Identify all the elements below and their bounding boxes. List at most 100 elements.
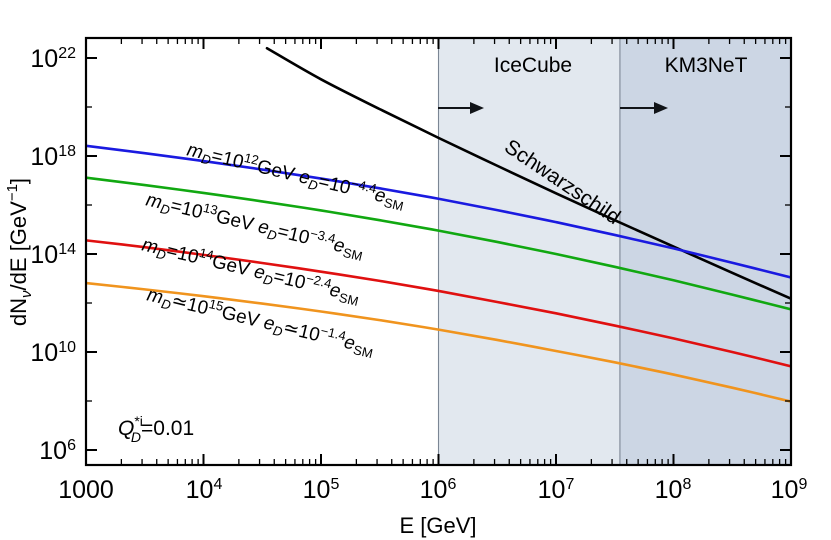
green-esm-sym: e bbox=[332, 235, 347, 258]
green-e-exp: −3.4 bbox=[309, 226, 337, 247]
xtick6-base: 10 bbox=[771, 476, 799, 504]
q-sub: D bbox=[131, 429, 141, 445]
blue-eq2: = bbox=[316, 171, 332, 194]
y-axis-close: ] bbox=[6, 178, 31, 184]
green-m-exp: 13 bbox=[202, 200, 220, 218]
red-gev: GeV bbox=[210, 251, 252, 280]
green-esm-sub: SM bbox=[341, 245, 363, 264]
region-band-km3net bbox=[619, 38, 791, 465]
curve-md-1e15 bbox=[86, 281, 791, 403]
region-band-icecube bbox=[438, 38, 620, 465]
green-eq2: = bbox=[275, 221, 291, 244]
y-axis-dn: dN bbox=[6, 298, 31, 326]
xtick2-base: 10 bbox=[303, 476, 331, 504]
threshold-arrows bbox=[438, 102, 668, 114]
orange-gev: GeV bbox=[219, 302, 261, 331]
orange-ten1: 10 bbox=[185, 294, 210, 319]
region-labels: IceCube KM3NeT bbox=[494, 54, 748, 77]
curve-label-green: mD=1013GeV eD=10−3.4eSM bbox=[143, 187, 366, 264]
green-m-sym: m bbox=[144, 189, 164, 213]
blue-esm-sym: e bbox=[373, 185, 388, 208]
xtick5-exp: 8 bbox=[682, 476, 691, 493]
green-ten2: 10 bbox=[286, 224, 311, 249]
blue-m-sym: m bbox=[185, 139, 205, 163]
xtick-label-1: 104 bbox=[186, 476, 223, 504]
red-ten1: 10 bbox=[175, 243, 200, 268]
tick-labels: 1000 104 105 106 107 108 109 106 1010 10… bbox=[30, 45, 807, 504]
xtick1-base: 10 bbox=[186, 476, 214, 504]
curve-md-1e12 bbox=[86, 144, 791, 279]
xtick3-exp: 6 bbox=[447, 476, 456, 493]
blue-e-sym: e bbox=[297, 166, 312, 189]
ytick4-exp: 22 bbox=[58, 45, 76, 62]
q-sup: *i bbox=[134, 413, 143, 429]
curve-md-1e13 bbox=[86, 176, 791, 311]
blue-ten2: 10 bbox=[327, 174, 352, 199]
red-e-sub: D bbox=[262, 272, 275, 289]
xtick-label-4: 107 bbox=[538, 476, 575, 504]
x-axis-title: E [GeV] bbox=[399, 513, 476, 538]
xtick5-base: 10 bbox=[655, 476, 683, 504]
xtick-label-5: 108 bbox=[655, 476, 692, 504]
y-axis-exp: −1 bbox=[4, 184, 21, 201]
red-eq2: = bbox=[271, 266, 287, 289]
orange-e-sym: e bbox=[262, 312, 277, 335]
orange-m-exp: 15 bbox=[207, 296, 225, 314]
xtick2-exp: 5 bbox=[330, 476, 339, 493]
ytick1-exp: 10 bbox=[58, 339, 76, 356]
y-axis-title: dNν/dE [GeV−1] bbox=[4, 178, 35, 326]
orange-esm-sym: e bbox=[342, 332, 357, 355]
q-annotation-text: Q*i D=0.01 bbox=[118, 413, 194, 445]
curve-schwarzschild bbox=[265, 46, 791, 300]
blue-m-exp: 12 bbox=[243, 150, 261, 168]
orange-m-sub: D bbox=[160, 296, 173, 313]
red-m-sym: m bbox=[140, 234, 160, 258]
ytick-label-2: 1014 bbox=[30, 241, 76, 269]
red-m-exp: 14 bbox=[198, 245, 216, 263]
region-label-km3net: KM3NeT bbox=[665, 54, 748, 77]
xtick4-base: 10 bbox=[538, 476, 566, 504]
xtick-label-0: 1000 bbox=[58, 476, 114, 504]
xtick4-exp: 7 bbox=[565, 476, 574, 493]
xtick-label-3: 106 bbox=[420, 476, 457, 504]
orange-ten2: 10 bbox=[296, 321, 321, 346]
km3net-arrow-head bbox=[654, 102, 668, 114]
ytick3-base: 10 bbox=[30, 143, 58, 171]
red-e-exp: −2.4 bbox=[305, 271, 333, 292]
plot-frame bbox=[84, 36, 793, 467]
green-e-sym: e bbox=[256, 216, 271, 239]
orange-esm-sub: SM bbox=[352, 342, 374, 361]
q-value: =0.01 bbox=[141, 417, 194, 440]
red-ten2: 10 bbox=[282, 269, 307, 294]
green-e-sub: D bbox=[266, 227, 279, 244]
curve-label-red: mD=1014GeV eD=10−2.4eSM bbox=[139, 232, 362, 309]
orange-m-sym: m bbox=[145, 284, 165, 308]
blue-e-sub: D bbox=[307, 177, 320, 194]
curve-label-blue: mD=1012GeV eD=10−4.4eSM bbox=[184, 137, 407, 214]
blue-m-sub: D bbox=[200, 151, 213, 168]
ytick1-base: 10 bbox=[30, 339, 58, 367]
orange-e-exp: −1.4 bbox=[319, 323, 347, 344]
blue-esm-sub: SM bbox=[382, 195, 404, 214]
red-m-sub: D bbox=[155, 246, 168, 263]
green-ten1: 10 bbox=[179, 198, 204, 223]
ytick-label-0: 106 bbox=[39, 437, 76, 465]
ytick-label-4: 1022 bbox=[30, 45, 76, 73]
green-eq1: = bbox=[168, 195, 184, 218]
curve-md-1e14 bbox=[86, 239, 791, 368]
icecube-arrow-head bbox=[470, 102, 484, 114]
blue-e-exp: −4.4 bbox=[350, 176, 378, 197]
red-e-sym: e bbox=[252, 261, 267, 284]
blue-gev: GeV bbox=[255, 156, 297, 185]
orange-e-sub: D bbox=[271, 323, 284, 340]
ytick2-exp: 14 bbox=[58, 241, 76, 258]
y-axis-nu: ν bbox=[18, 290, 35, 298]
ytick0-exp: 6 bbox=[67, 437, 76, 454]
ytick3-exp: 18 bbox=[58, 143, 76, 160]
region-label-icecube: IceCube bbox=[494, 54, 572, 77]
xtick1-exp: 4 bbox=[213, 476, 222, 493]
ytick-label-1: 1010 bbox=[30, 339, 76, 367]
red-esm-sub: SM bbox=[337, 290, 359, 309]
